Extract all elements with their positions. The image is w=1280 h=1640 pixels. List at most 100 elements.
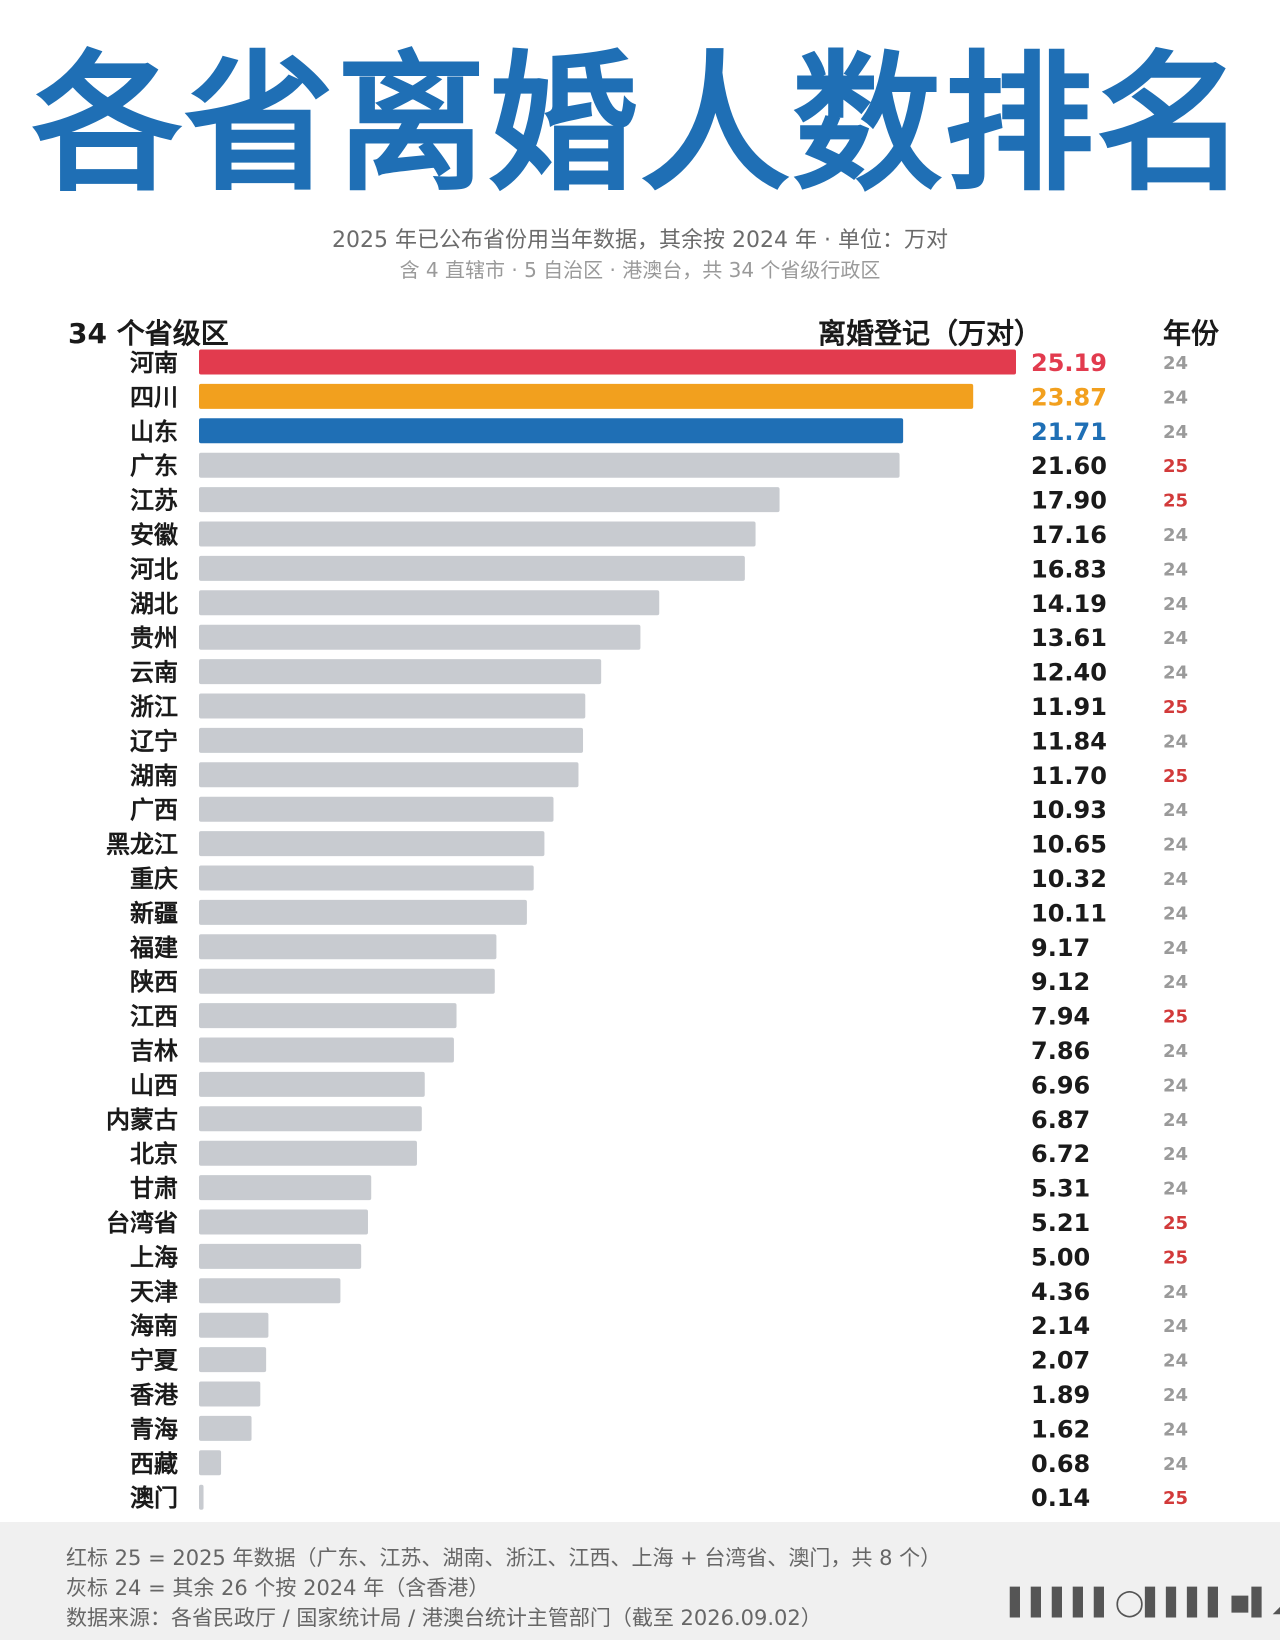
value-label: 10.11 <box>1031 899 1107 927</box>
region-label: 青海 <box>130 1415 178 1443</box>
region-label: 台湾省 <box>106 1209 178 1237</box>
year-label: 24 <box>1163 525 1188 546</box>
region-label: 贵州 <box>130 624 178 652</box>
year-label: 25 <box>1163 1213 1188 1234</box>
bar <box>199 659 602 685</box>
year-label: 25 <box>1163 697 1188 718</box>
year-label: 25 <box>1163 766 1188 787</box>
column-header-region: 34 个省级区 <box>68 317 229 350</box>
year-label: 24 <box>1163 731 1188 752</box>
value-label: 13.61 <box>1031 624 1107 652</box>
region-label: 山东 <box>130 418 178 446</box>
year-label: 24 <box>1163 1075 1188 1096</box>
value-label: 2.07 <box>1031 1347 1090 1375</box>
value-label: 7.86 <box>1031 1037 1090 1065</box>
bar <box>199 934 497 960</box>
chart-subtitle: 2025 年已公布省份用当年数据，其余按 2024 年 · 单位：万对 <box>332 228 948 253</box>
region-label: 重庆 <box>130 865 178 893</box>
chart-title: 各省离婚人数排名 <box>31 38 1248 212</box>
region-label: 内蒙古 <box>106 1106 178 1134</box>
year-label: 24 <box>1163 1419 1188 1440</box>
year-label: 25 <box>1163 1488 1188 1509</box>
region-label: 湖南 <box>130 762 178 790</box>
year-label: 24 <box>1163 1351 1188 1372</box>
year-label: 24 <box>1163 559 1188 580</box>
bar <box>199 831 545 857</box>
watermark-icon: ▌▌▌▌▌◯▌▌▌▌◼▌◢ <box>1010 1588 1280 1618</box>
bar <box>199 1484 204 1510</box>
region-label: 江苏 <box>130 487 178 515</box>
region-label: 河南 <box>130 349 178 377</box>
region-label: 四川 <box>130 383 178 411</box>
bar <box>199 555 745 581</box>
value-label: 2.14 <box>1031 1312 1090 1340</box>
bar <box>199 762 579 788</box>
year-label: 24 <box>1163 1144 1188 1165</box>
chart-subtitle-secondary: 含 4 直辖市 · 5 自治区 · 港澳台，共 34 个省级行政区 <box>399 258 881 282</box>
footer-note-2024: 灰标 24 = 其余 26 个按 2024 年（含香港） <box>66 1576 490 1600</box>
year-label: 24 <box>1163 628 1188 649</box>
bar-chart: 河南 25.19 24 四川 23.87 24 山东 21.71 24 广东 21.60 25 江苏 17… <box>106 349 1188 1512</box>
column-header-year: 年份 <box>1163 317 1220 350</box>
year-label: 24 <box>1163 1041 1188 1062</box>
value-label: 23.87 <box>1031 383 1107 411</box>
bar <box>199 1175 372 1201</box>
region-label: 安徽 <box>130 521 179 549</box>
region-label: 陕西 <box>130 968 178 996</box>
bar <box>199 1312 269 1338</box>
year-label: 24 <box>1163 972 1188 993</box>
region-label: 广东 <box>130 452 178 480</box>
bar <box>199 521 756 547</box>
value-label: 9.17 <box>1031 934 1090 962</box>
bar <box>199 418 904 444</box>
region-label: 澳门 <box>130 1484 178 1512</box>
value-label: 11.84 <box>1031 727 1107 755</box>
year-label: 24 <box>1163 1385 1188 1406</box>
bar <box>199 1003 457 1029</box>
bar <box>199 1037 454 1063</box>
bar <box>199 1347 267 1373</box>
value-label: 10.93 <box>1031 796 1107 824</box>
value-label: 1.89 <box>1031 1381 1090 1409</box>
year-label: 24 <box>1163 1316 1188 1337</box>
value-label: 7.94 <box>1031 1003 1090 1031</box>
year-label: 24 <box>1163 1454 1188 1475</box>
region-label: 黑龙江 <box>106 831 178 859</box>
region-label: 海南 <box>130 1312 178 1340</box>
value-label: 17.16 <box>1031 521 1107 549</box>
region-label: 甘肃 <box>130 1175 178 1203</box>
region-label: 天津 <box>130 1278 178 1306</box>
bar <box>199 727 584 753</box>
value-label: 9.12 <box>1031 968 1090 996</box>
region-label: 云南 <box>130 659 178 687</box>
value-label: 17.90 <box>1031 487 1107 515</box>
bar <box>199 968 495 994</box>
year-label: 24 <box>1163 422 1188 443</box>
year-label: 24 <box>1163 938 1188 959</box>
bar <box>199 796 554 822</box>
year-label: 24 <box>1163 1179 1188 1200</box>
region-label: 福建 <box>129 934 178 962</box>
footer-source: 数据来源：各省民政厅 / 国家统计局 / 港澳台统计主管部门（截至 2026.0… <box>66 1606 822 1630</box>
year-label: 24 <box>1163 353 1188 374</box>
value-label: 10.65 <box>1031 831 1107 859</box>
bar <box>199 624 641 650</box>
bar <box>199 349 1016 375</box>
region-label: 上海 <box>130 1243 178 1271</box>
value-label: 16.83 <box>1031 555 1107 583</box>
region-label: 江西 <box>130 1003 178 1031</box>
value-label: 0.68 <box>1031 1450 1090 1478</box>
year-label: 24 <box>1163 869 1188 890</box>
region-label: 浙江 <box>130 693 178 721</box>
value-label: 5.21 <box>1031 1209 1090 1237</box>
year-label: 24 <box>1163 1282 1188 1303</box>
year-label: 25 <box>1163 456 1188 477</box>
value-label: 14.19 <box>1031 590 1107 618</box>
value-label: 5.00 <box>1031 1243 1090 1271</box>
region-label: 北京 <box>130 1140 178 1168</box>
bar <box>199 590 660 616</box>
region-label: 香港 <box>130 1381 179 1409</box>
column-header-value: 离婚登记（万对） <box>818 317 1043 350</box>
year-label: 24 <box>1163 1110 1188 1131</box>
region-label: 河北 <box>130 555 178 583</box>
